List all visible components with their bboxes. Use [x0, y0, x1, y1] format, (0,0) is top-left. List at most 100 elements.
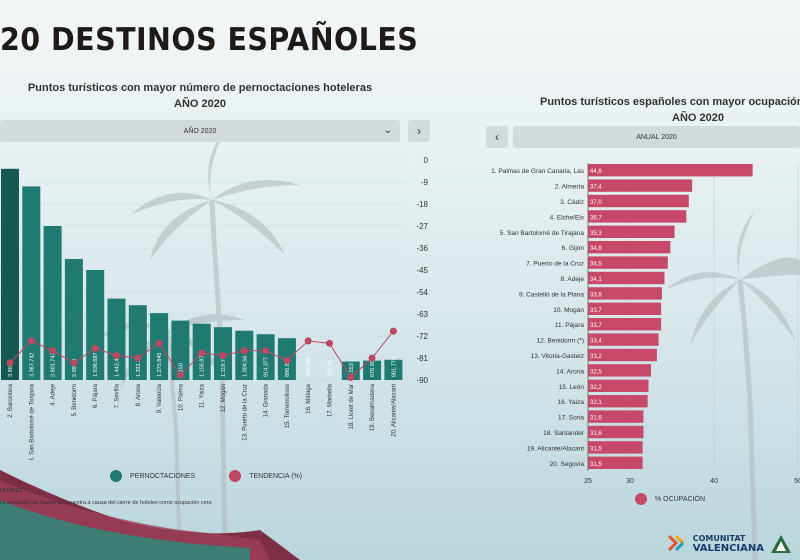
bar-value-label: 34,1: [590, 277, 602, 283]
bar-value-label: 3.367.742: [29, 353, 35, 377]
category-label: 2. Almería: [555, 184, 585, 191]
bar-value-label: 35,3: [590, 231, 602, 237]
tendencia-point: [326, 339, 333, 347]
x-tick-label: 50: [794, 478, 800, 485]
bar-value-label: 44,6: [590, 169, 602, 175]
bar-ocupacion: [588, 425, 644, 439]
logo: COMUNITAT VALENCIANA: [665, 532, 792, 554]
category-label: 11. Yaiza: [200, 383, 206, 408]
bar-value-label: 33,4: [590, 339, 602, 345]
category-label: 10. Mogán: [553, 307, 584, 314]
bar-ocupacion: [588, 225, 675, 238]
category-label: 9. Valencia: [157, 383, 163, 413]
footnote-source: HOSBEC: [0, 488, 24, 494]
bar-pernoctaciones: [43, 226, 62, 380]
left-chart-title-line2: AÑO 2020: [174, 98, 226, 110]
category-label: 19. Benalmádena: [370, 383, 376, 431]
bar-pernoctaciones: [235, 330, 254, 380]
y2-tick-label: -72: [416, 332, 428, 341]
bar-ocupacion: [588, 410, 644, 423]
tendencia-point: [113, 352, 120, 360]
bar-value-label: 33,8: [590, 292, 602, 298]
bar-value-label: 31,5: [590, 446, 602, 452]
bar-value-label: 33,7: [590, 308, 602, 314]
category-label: 3. Cádiz: [560, 199, 584, 206]
bar-value-label: 1.442.441: [115, 353, 121, 377]
category-label: 14. Granada: [264, 383, 270, 417]
right-period-select-value: ANUAL 2020: [636, 133, 677, 141]
bar-pernoctaciones: [128, 305, 147, 380]
bar-value-label: 0.553: [349, 363, 355, 377]
left-combo-chart: 0 -9 -18 -27 -36 -45 -54 -63 -72 -81 -90 3.90 2. Bar…: [0, 156, 429, 460]
chevron-down-icon: ⌄: [383, 125, 392, 136]
tendencia-point: [240, 347, 248, 355]
chevron-right-icon: ›: [417, 124, 421, 138]
bar-ocupacion: [588, 333, 659, 346]
category-label: 10. Palma: [178, 383, 184, 411]
y2-tick-label: 0: [424, 156, 429, 165]
bar-pernoctaciones: [1, 168, 19, 380]
y2-tick-label: -36: [416, 244, 428, 253]
bar-value-label: 31,6: [590, 416, 602, 422]
tendencia-point: [70, 359, 78, 367]
category-label: 18. Santander: [543, 430, 585, 437]
y2-tick-label: -81: [416, 354, 428, 363]
logo-text: COMUNITAT VALENCIANA: [693, 534, 764, 554]
triangle-logo-icon: [771, 535, 791, 553]
bar-ocupacion: [588, 364, 651, 377]
tendencia-point: [389, 327, 397, 335]
bar-value-label: 914.377: [264, 357, 270, 377]
bar-ocupacion: [588, 395, 648, 408]
bar-value-label: 37,0: [590, 200, 602, 206]
category-label: 12. Benidorm (*): [537, 338, 584, 345]
right-chart-title-line1: Puntos turísticos españoles con mayor oc…: [540, 96, 800, 108]
left-year-select-value: AÑO 2020: [183, 127, 217, 135]
bar-ocupacion: [588, 287, 662, 300]
page-title: 20 DESTINOS ESPAÑOLES: [0, 22, 419, 58]
category-label: 8. Adeje: [561, 276, 585, 283]
tendencia-point: [368, 354, 376, 362]
category-label: 3. San Bartolomé de Tirajana: [29, 383, 35, 460]
category-label: 9. Castelló de la Plana: [519, 291, 584, 298]
tendencia-point: [262, 347, 270, 355]
category-label: 1. Palmas de Gran Canaria, Las: [491, 168, 585, 175]
left-next-button[interactable]: ›: [408, 120, 430, 142]
bar-value-label: 1.156.97: [200, 356, 206, 377]
bar-value-label: 2.09.98: [72, 359, 78, 377]
bar-ocupacion: [588, 194, 689, 208]
bar-pernoctaciones: [341, 361, 360, 380]
tendencia-point: [304, 337, 312, 345]
y2-tick-label: -18: [416, 200, 428, 209]
category-label: 13. Vitoria-Gasteiz: [531, 353, 584, 360]
category-label: 15. León: [559, 384, 585, 391]
left-legend: PERNOCTACIONES TENDENCIA (%): [110, 470, 302, 482]
x-tick-label: 30: [626, 478, 634, 485]
tendencia-point: [6, 359, 14, 367]
category-label: 7. Sevilla: [115, 383, 121, 408]
left-year-select[interactable]: AÑO 2020 ⌄: [0, 120, 400, 142]
category-label: 16. Málaga: [306, 383, 312, 413]
bar-ocupacion: [588, 179, 693, 192]
bar-pernoctaciones: [22, 186, 41, 380]
right-legend: % OCUPACIÓN: [635, 493, 705, 505]
tendencia-point: [155, 339, 163, 347]
bar-ocupacion: [588, 441, 643, 454]
legend-occupancy-label: % OCUPACIÓN: [655, 495, 706, 503]
category-label: 20. Segovia: [550, 461, 585, 468]
right-period-select[interactable]: ANUAL 2020: [513, 126, 800, 148]
category-label: 6. Gijón: [562, 245, 585, 252]
bar-value-label: 3.90: [8, 366, 14, 377]
tendencia-point: [134, 354, 142, 362]
category-label: 11. Pájara: [555, 322, 585, 329]
category-label: 8. Arona: [136, 383, 142, 406]
y2-tick-label: -27: [416, 222, 428, 231]
bar-value-label: 31,5: [590, 462, 602, 468]
category-label: 6. Pájara: [93, 383, 99, 408]
right-prev-button[interactable]: ‹: [486, 126, 508, 148]
bar-value-label: 720.16: [328, 360, 334, 377]
bar-value-label: 1.275.845: [157, 353, 163, 377]
legend-occupancy-swatch: [635, 493, 647, 505]
tendencia-point: [347, 374, 355, 382]
legend-line-label: TENDENCIA (%): [249, 472, 303, 480]
category-label: 15. Torremolinos: [285, 384, 291, 428]
